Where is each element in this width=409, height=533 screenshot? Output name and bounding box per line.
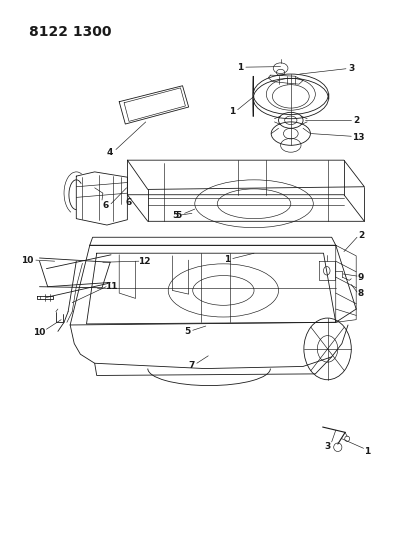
Text: 7: 7 — [188, 361, 195, 370]
Text: 2: 2 — [353, 116, 359, 125]
Text: 10: 10 — [21, 256, 34, 264]
Text: 8122 1300: 8122 1300 — [29, 25, 112, 38]
Text: 1: 1 — [237, 63, 243, 71]
Text: 6: 6 — [125, 198, 131, 207]
Text: 1: 1 — [228, 107, 234, 116]
Text: 1: 1 — [224, 255, 230, 264]
Text: 3: 3 — [324, 442, 330, 451]
Text: 12: 12 — [138, 257, 151, 265]
Text: 13: 13 — [351, 133, 364, 142]
Text: 6: 6 — [103, 201, 109, 211]
Text: 3: 3 — [347, 64, 353, 73]
Text: 4: 4 — [107, 148, 113, 157]
Text: 5: 5 — [172, 212, 178, 221]
Text: 9: 9 — [357, 273, 363, 281]
Text: 5: 5 — [175, 211, 181, 220]
Text: 11: 11 — [105, 281, 117, 290]
Text: 1: 1 — [364, 447, 370, 456]
Text: 10: 10 — [33, 328, 45, 337]
Text: 8: 8 — [357, 288, 363, 297]
Text: 2: 2 — [357, 231, 363, 240]
Text: 5: 5 — [184, 327, 190, 336]
